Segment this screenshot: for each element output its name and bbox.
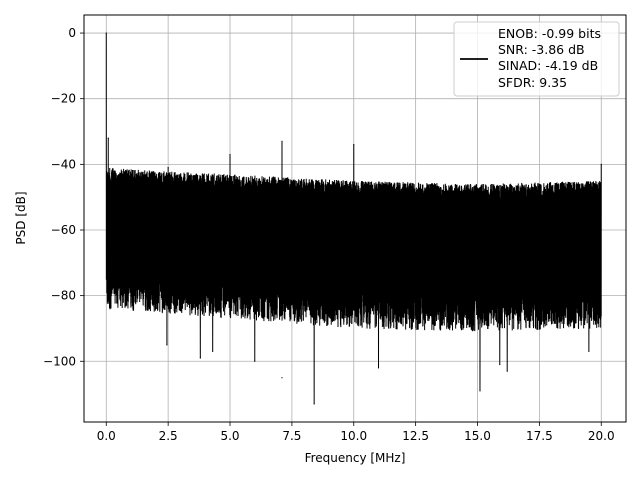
plot-frame — [83, 14, 627, 423]
y-tick-label: −60 — [51, 223, 76, 237]
spectral-peak — [105, 32, 107, 34]
x-tick-label: 7.5 — [282, 429, 301, 443]
legend-entry-sfdr: SFDR: 9.35 — [498, 75, 567, 90]
x-tick-label: 12.5 — [402, 429, 429, 443]
spectral-dip — [199, 357, 201, 359]
x-tick-label: 17.5 — [526, 429, 553, 443]
spectral-dip — [254, 360, 256, 362]
x-tick-label: 20.0 — [588, 429, 615, 443]
legend-entry-sinad: SINAD: -4.19 dB — [498, 58, 598, 73]
y-tick-label: −80 — [51, 289, 76, 303]
x-tick-label: 2.5 — [159, 429, 178, 443]
legend: ENOB: -0.99 bits SNR: -3.86 dB SINAD: -4… — [453, 21, 620, 97]
psd-series — [105, 32, 602, 405]
x-tick-label: 5.0 — [220, 429, 239, 443]
spectral-dip — [281, 377, 283, 379]
spectral-dip — [166, 344, 168, 346]
y-tick-label: −100 — [43, 354, 76, 368]
spectral-dip — [313, 403, 315, 405]
spectral-peak — [229, 153, 231, 156]
spectral-dip — [588, 350, 590, 353]
legend-frame — [453, 21, 620, 97]
y-tick-label: 0 — [68, 26, 76, 40]
spectral-dip — [499, 363, 501, 366]
spectral-dip — [479, 390, 481, 392]
y-tick-label: −40 — [51, 157, 76, 171]
spectral-dip — [212, 350, 214, 353]
x-tick-label: 10.0 — [340, 429, 367, 443]
axes-ticks: 0.0 2.5 5.0 7.5 10.0 12.5 15.0 17.5 20.0 0 −20 −40 −… — [43, 26, 615, 443]
legend-entry-enob: ENOB: -0.99 bits — [498, 26, 601, 41]
spectral-dip — [109, 308, 111, 310]
x-tick-label: 15.0 — [464, 429, 491, 443]
spectral-dip — [506, 370, 508, 372]
spectral-peak — [167, 167, 169, 169]
spectral-dip — [377, 367, 380, 369]
spectral-peak — [600, 163, 602, 165]
y-tick-label: −20 — [51, 92, 76, 106]
legend-entry-snr: SNR: -3.86 dB — [498, 42, 585, 57]
x-tick-label: 0.0 — [97, 429, 116, 443]
spectral-peak — [107, 137, 109, 139]
spectral-peak — [353, 144, 355, 146]
spectral-peak — [281, 140, 283, 142]
y-axis-label: PSD [dB] — [14, 191, 28, 244]
x-axis-label: Frequency [MHz] — [305, 451, 406, 465]
